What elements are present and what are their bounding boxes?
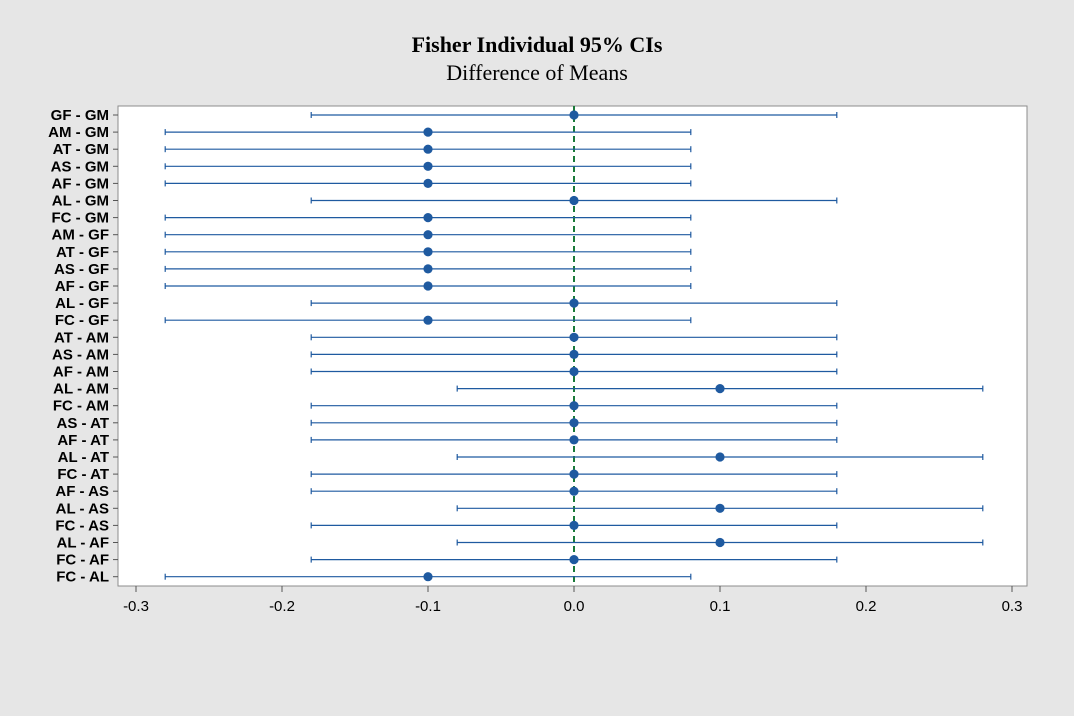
row-label: AL - AM <box>53 381 109 398</box>
row-label: AT - GF <box>56 244 109 261</box>
estimate-point <box>423 264 433 274</box>
estimate-point <box>569 435 579 445</box>
estimate-point <box>423 161 433 171</box>
estimate-point <box>423 144 433 154</box>
row-label: AT - GM <box>53 141 109 158</box>
row-label: AM - GF <box>52 227 110 244</box>
row-label: AL - GF <box>55 295 109 312</box>
estimate-point <box>423 315 433 325</box>
x-tick-label: 0.2 <box>856 598 877 615</box>
x-tick-label: -0.2 <box>269 598 295 615</box>
x-tick-label: 0.1 <box>710 598 731 615</box>
chart-title: Fisher Individual 95% CIs <box>412 32 663 57</box>
x-tick-label: 0.0 <box>564 598 585 615</box>
row-label: AS - GM <box>51 158 109 175</box>
row-label: FC - AF <box>56 552 109 569</box>
estimate-point <box>569 555 579 565</box>
row-label: AF - AS <box>55 483 109 500</box>
row-label: FC - AM <box>53 398 109 415</box>
row-label: AS - AT <box>57 415 110 432</box>
row-label: FC - AS <box>55 517 109 534</box>
row-label: AL - AT <box>58 449 109 466</box>
row-label: AL - AF <box>57 535 110 552</box>
estimate-point <box>423 178 433 188</box>
estimate-point <box>715 503 725 513</box>
estimate-point <box>715 384 725 394</box>
estimate-point <box>423 127 433 137</box>
row-label: AT - AM <box>54 329 109 346</box>
row-label: AL - AS <box>56 500 109 517</box>
estimate-point <box>569 332 579 342</box>
estimate-point <box>569 520 579 531</box>
estimate-point <box>569 366 579 377</box>
row-label: FC - GM <box>52 210 110 227</box>
estimate-point <box>423 572 433 582</box>
x-tick-label: 0.3 <box>1002 598 1023 615</box>
x-tick-label: -0.3 <box>123 598 149 615</box>
row-label: AS - AM <box>52 346 109 363</box>
row-label: FC - AT <box>57 466 109 483</box>
estimate-point <box>423 247 433 257</box>
row-label: AF - GF <box>55 278 109 295</box>
estimate-point <box>569 349 579 359</box>
estimate-point <box>423 230 433 240</box>
row-label: AM - GM <box>48 124 109 141</box>
estimate-point <box>423 213 433 223</box>
estimate-point <box>569 469 579 479</box>
estimate-point <box>715 452 725 462</box>
row-label: AF - AT <box>57 432 109 449</box>
row-label: FC - GF <box>55 312 109 329</box>
x-tick-label: -0.1 <box>415 598 441 615</box>
row-label: AL - GM <box>52 193 109 210</box>
chart-subtitle: Difference of Means <box>446 60 628 85</box>
estimate-point <box>569 195 579 206</box>
estimate-point <box>569 298 579 308</box>
row-label: GF - GM <box>51 107 109 124</box>
estimate-point <box>569 110 579 120</box>
row-label: AF - GM <box>52 175 110 192</box>
row-label: AF - AM <box>53 364 109 381</box>
estimate-point <box>715 537 725 548</box>
estimate-point <box>569 486 579 496</box>
row-label: AS - GF <box>54 261 109 278</box>
estimate-point <box>569 418 579 428</box>
estimate-point <box>569 401 579 411</box>
estimate-point <box>423 281 433 291</box>
row-label: FC - AL <box>56 569 109 586</box>
plot-area <box>117 105 1028 587</box>
